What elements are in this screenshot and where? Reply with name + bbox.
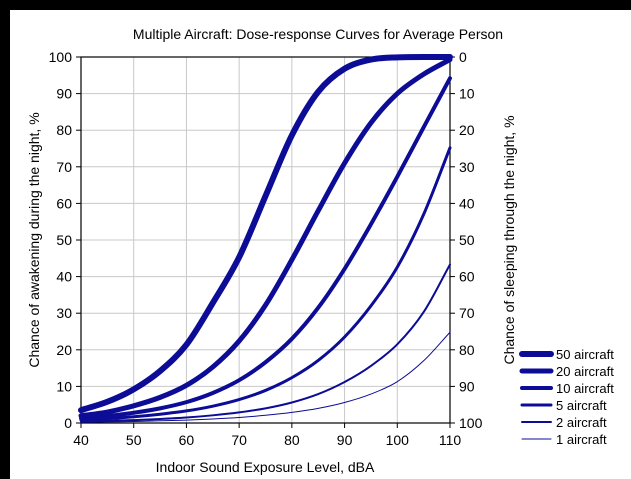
x-tick-label: 100 bbox=[386, 432, 410, 448]
y2-tick-label: 0 bbox=[459, 49, 467, 65]
legend-label: 1 aircraft bbox=[556, 432, 607, 447]
series-lines bbox=[78, 54, 453, 423]
y-tick-label: 90 bbox=[56, 86, 72, 102]
x-axis-ticks: 40 50 60 70 80 90 100 110 bbox=[73, 423, 461, 448]
y-tick-label: 40 bbox=[56, 269, 72, 285]
y2-tick-label: 70 bbox=[459, 305, 475, 321]
legend-label: 2 aircraft bbox=[556, 415, 607, 430]
y2-axis-label: Chance of sleeping through the night, % bbox=[501, 115, 517, 364]
y-tick-label: 10 bbox=[56, 378, 72, 394]
legend-label: 10 aircraft bbox=[556, 381, 614, 396]
series-line-2-aircraft bbox=[80, 263, 451, 423]
series-line-20-aircraft bbox=[78, 57, 453, 419]
y-tick-label: 0 bbox=[64, 415, 72, 431]
y-axis-label: Chance of awakening during the night, % bbox=[26, 112, 42, 367]
y2-tick-label: 100 bbox=[459, 415, 483, 431]
x-tick-label: 40 bbox=[73, 432, 89, 448]
x-tick-label: 50 bbox=[126, 432, 142, 448]
x-tick-label: 70 bbox=[231, 432, 247, 448]
series-line-1-aircraft bbox=[80, 331, 451, 423]
y-tick-label: 20 bbox=[56, 342, 72, 358]
y2-tick-label: 30 bbox=[459, 159, 475, 175]
y2-tick-label: 10 bbox=[459, 86, 475, 102]
x-tick-label: 80 bbox=[284, 432, 300, 448]
y-tick-label: 50 bbox=[56, 232, 72, 248]
x-axis-label: Indoor Sound Exposure Level, dBA bbox=[156, 459, 375, 475]
y2-tick-label: 20 bbox=[459, 122, 475, 138]
y-tick-label: 100 bbox=[49, 49, 73, 65]
y2-tick-label: 80 bbox=[459, 342, 475, 358]
y-tick-label: 60 bbox=[56, 195, 72, 211]
y2-tick-label: 60 bbox=[459, 269, 475, 285]
legend: 50 aircraft 20 aircraft 10 aircraft 5 aircr… bbox=[519, 347, 614, 447]
x-tick-label: 60 bbox=[179, 432, 195, 448]
y-tick-label: 30 bbox=[56, 305, 72, 321]
series-line-10-aircraft bbox=[79, 76, 452, 421]
legend-label: 50 aircraft bbox=[556, 347, 614, 362]
figure-background bbox=[10, 10, 631, 479]
legend-label: 5 aircraft bbox=[556, 398, 607, 413]
y2-tick-label: 50 bbox=[459, 232, 475, 248]
y2-tick-label: 90 bbox=[459, 378, 475, 394]
y-tick-label: 80 bbox=[56, 122, 72, 138]
x-tick-label: 110 bbox=[439, 432, 462, 448]
y-axis-ticks: 0 10 20 30 40 50 60 70 80 90 100 bbox=[49, 49, 81, 431]
y2-tick-label: 40 bbox=[459, 195, 475, 211]
y-tick-label: 70 bbox=[56, 159, 72, 175]
series-line-5-aircraft bbox=[79, 146, 452, 422]
series-line-50-aircraft bbox=[78, 54, 453, 414]
legend-label: 20 aircraft bbox=[556, 364, 614, 379]
chart-title: Multiple Aircraft: Dose-response Curves … bbox=[133, 26, 503, 42]
x-tick-label: 90 bbox=[337, 432, 353, 448]
